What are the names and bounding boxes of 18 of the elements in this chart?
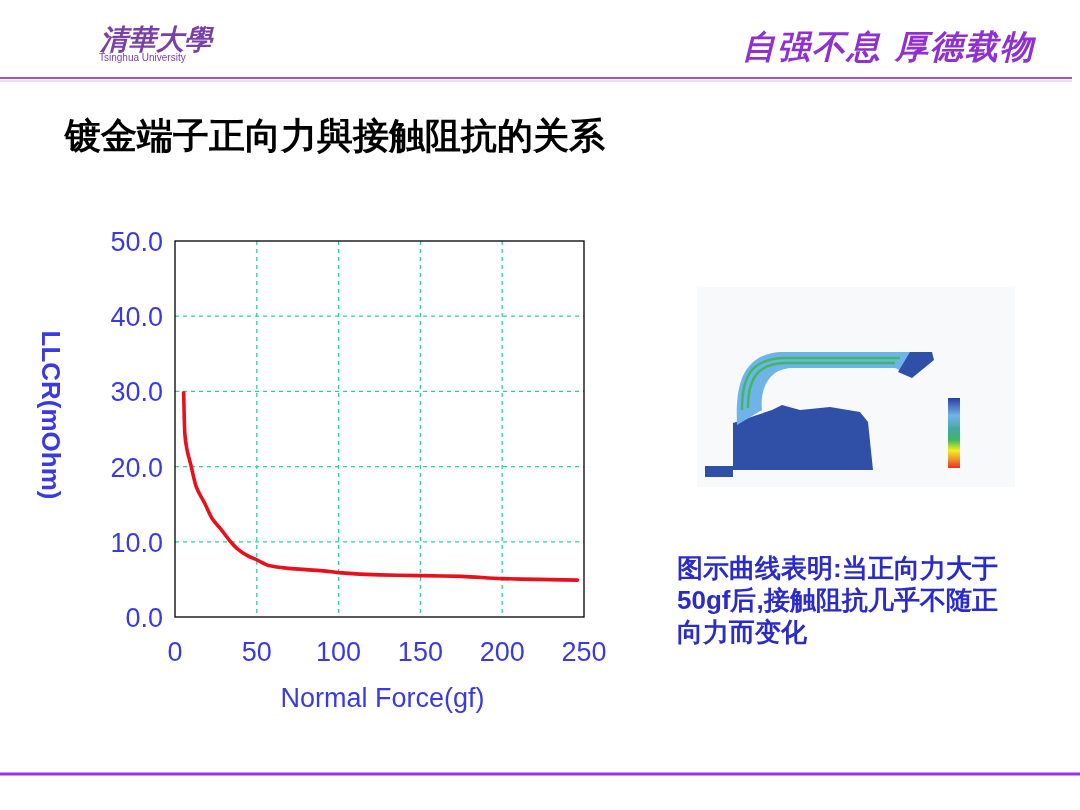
x-tick-label: 150 bbox=[397, 637, 443, 667]
chart-title: 镀金端子正向力與接触阻抗的关系 bbox=[63, 115, 606, 156]
x-axis-title: Normal Force(gf) bbox=[280, 683, 485, 713]
y-tick-label: 10.0 bbox=[110, 527, 163, 558]
y-tick-label: 30.0 bbox=[110, 377, 163, 408]
y-axis-title: LLCR(mOhm) bbox=[36, 330, 66, 500]
x-tick-label: 250 bbox=[561, 637, 607, 667]
text: 自强不息 厚德载物 bbox=[741, 27, 1037, 66]
y-tick-label: 40.0 bbox=[110, 302, 163, 333]
text: 图示曲线表明:当正向力大于50gf后,接触阻抗几乎不随正向力而变化 bbox=[677, 552, 999, 648]
y-tick-label: 50.0 bbox=[110, 227, 163, 257]
x-tick-label: 0 bbox=[167, 637, 183, 667]
y-tick-label: 0.0 bbox=[125, 603, 163, 633]
y-tick-label: 20.0 bbox=[110, 452, 163, 483]
x-tick-label: 100 bbox=[316, 637, 362, 667]
x-tick-label: 200 bbox=[479, 637, 525, 667]
line-series bbox=[181, 391, 580, 582]
x-tick-label: 50 bbox=[241, 637, 272, 667]
